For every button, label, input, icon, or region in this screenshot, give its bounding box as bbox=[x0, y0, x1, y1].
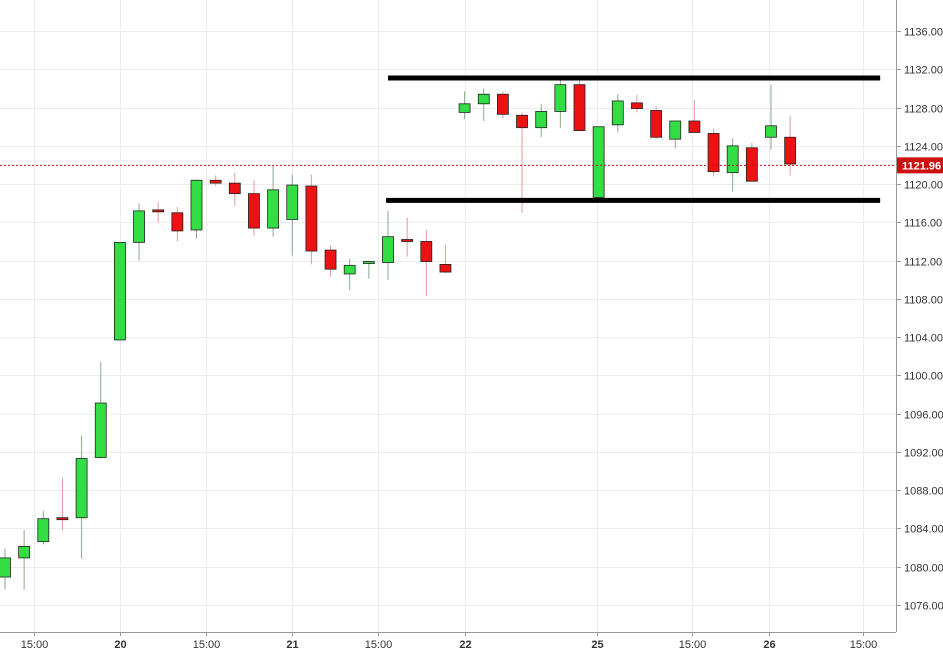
x-tick-label: 21 bbox=[286, 639, 298, 651]
candle-down[interactable] bbox=[631, 102, 643, 109]
y-tick-label: 1136.00 bbox=[904, 27, 943, 39]
candle-down[interactable] bbox=[56, 517, 69, 521]
y-tick-label: 1084.00 bbox=[904, 524, 943, 536]
y-tick-label: 1088.00 bbox=[904, 486, 943, 498]
y-tick-label: 1124.00 bbox=[904, 142, 943, 154]
candle-down[interactable] bbox=[745, 147, 758, 182]
candle-down[interactable] bbox=[152, 209, 165, 213]
current-price: 1121.96 bbox=[0, 157, 943, 174]
candle-down[interactable] bbox=[305, 185, 318, 252]
candle-down[interactable] bbox=[324, 249, 337, 270]
candle-up[interactable] bbox=[286, 184, 299, 220]
candle-up[interactable] bbox=[477, 93, 490, 105]
candle-up[interactable] bbox=[535, 111, 548, 129]
y-tick-label: 1076.00 bbox=[904, 601, 943, 613]
candle-down[interactable] bbox=[209, 179, 222, 184]
x-tick-label: 20 bbox=[114, 639, 126, 651]
candle-down[interactable] bbox=[650, 110, 662, 138]
candle-up[interactable] bbox=[592, 126, 605, 198]
y-tick-label: 1108.00 bbox=[904, 295, 943, 307]
candle-down[interactable] bbox=[688, 120, 701, 133]
candle-up[interactable] bbox=[458, 103, 471, 113]
candle-up[interactable] bbox=[382, 236, 394, 263]
candle-up[interactable] bbox=[669, 120, 682, 140]
y-tick-label: 1092.00 bbox=[904, 448, 943, 460]
candle-down[interactable] bbox=[496, 93, 509, 115]
candle-down[interactable] bbox=[707, 133, 720, 173]
candle-up[interactable] bbox=[133, 210, 145, 243]
candle-down[interactable] bbox=[401, 239, 414, 242]
current-price-label: 1121.96 bbox=[902, 160, 941, 172]
x-tick-label: 15:00 bbox=[21, 639, 49, 651]
x-tick-label: 15:00 bbox=[850, 639, 878, 651]
candle-up[interactable] bbox=[554, 84, 567, 112]
y-tick-label: 1120.00 bbox=[904, 180, 943, 192]
candle-up[interactable] bbox=[726, 145, 739, 174]
x-tick-label: 22 bbox=[459, 639, 471, 651]
current-price-badge bbox=[897, 157, 943, 174]
candle-down[interactable] bbox=[573, 84, 586, 131]
candle-down[interactable] bbox=[439, 264, 452, 273]
x-tick-label: 15:00 bbox=[193, 639, 221, 651]
candle-up[interactable] bbox=[343, 264, 356, 275]
candle-down[interactable] bbox=[784, 136, 797, 165]
candle-up[interactable] bbox=[362, 261, 375, 264]
candle-down[interactable] bbox=[228, 182, 241, 195]
y-tick-label: 1100.00 bbox=[904, 371, 943, 383]
y-tick-label: 1116.00 bbox=[904, 218, 942, 230]
y-tick-label: 1112.00 bbox=[904, 257, 942, 269]
x-tick-label: 25 bbox=[591, 639, 603, 651]
candle-down[interactable] bbox=[171, 212, 184, 232]
candle-up[interactable] bbox=[0, 557, 11, 578]
x-tick-label: 15:00 bbox=[679, 639, 707, 651]
y-tick-label: 1132.00 bbox=[904, 65, 943, 77]
candle-bodies[interactable] bbox=[0, 84, 797, 578]
y-tick-label: 1128.00 bbox=[904, 104, 943, 116]
candle-down[interactable] bbox=[516, 114, 528, 129]
y-tick-label: 1104.00 bbox=[904, 333, 943, 345]
candle-up[interactable] bbox=[18, 546, 31, 559]
candle-down[interactable] bbox=[248, 193, 260, 229]
y-tick-label: 1080.00 bbox=[904, 563, 943, 575]
candle-up[interactable] bbox=[94, 402, 107, 458]
candle-up[interactable] bbox=[37, 518, 50, 543]
candle-up[interactable] bbox=[190, 179, 203, 231]
x-tick-label: 26 bbox=[763, 639, 775, 651]
candle-down[interactable] bbox=[420, 241, 433, 262]
candle-up[interactable] bbox=[765, 125, 777, 138]
x-tick-label: 15:00 bbox=[365, 639, 393, 651]
candle-up[interactable] bbox=[611, 100, 624, 126]
candle-up[interactable] bbox=[267, 189, 280, 229]
drawn-lines[interactable] bbox=[386, 75, 881, 203]
candle-up[interactable] bbox=[75, 458, 88, 519]
candle-up[interactable] bbox=[114, 242, 126, 341]
y-tick-label: 1096.00 bbox=[904, 410, 943, 422]
